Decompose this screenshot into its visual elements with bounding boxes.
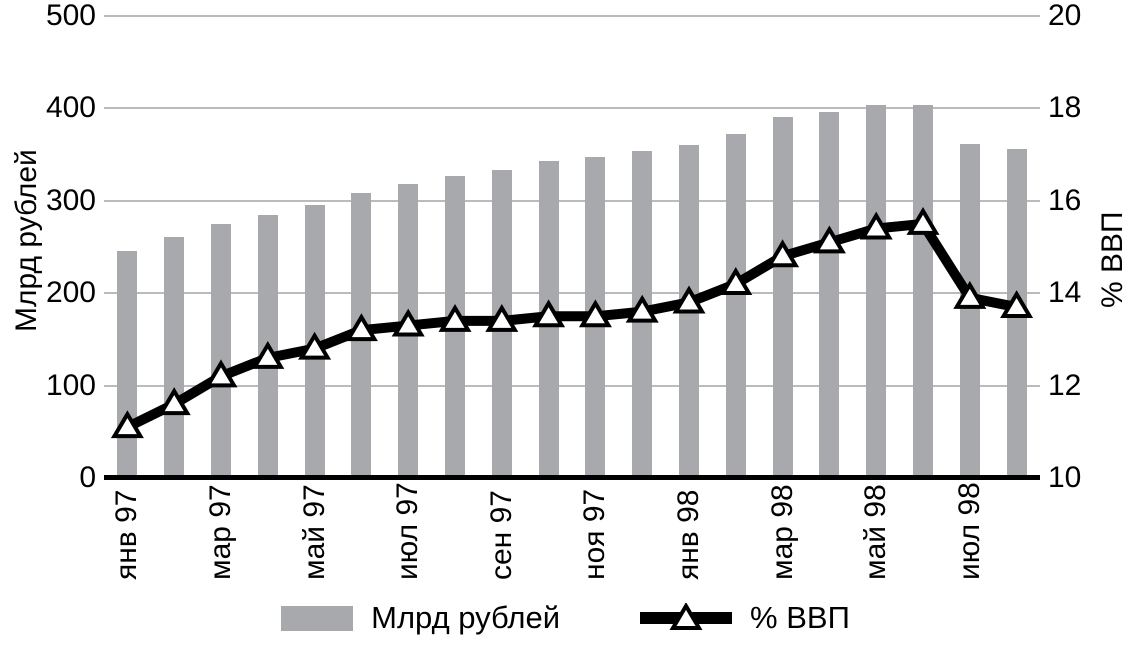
gdp-line bbox=[125, 218, 1018, 432]
right-axis-tick: 10 bbox=[1048, 461, 1082, 494]
triangle-marker bbox=[812, 225, 846, 254]
bar bbox=[725, 134, 746, 478]
triangle-marker bbox=[953, 280, 987, 309]
gridline bbox=[104, 107, 1040, 110]
bar-swatch-icon bbox=[281, 605, 354, 631]
left-axis-tick: 400 bbox=[45, 91, 96, 125]
bar bbox=[866, 104, 887, 478]
triangle-marker bbox=[766, 239, 800, 268]
triangle-marker bbox=[204, 359, 238, 388]
left-axis-tick: 500 bbox=[45, 0, 96, 32]
legend: Млрд рублей % ВВП bbox=[0, 600, 1131, 636]
triangle-marker bbox=[391, 308, 425, 337]
triangle-marker bbox=[298, 331, 332, 360]
legend-item-bars: Млрд рублей bbox=[281, 600, 560, 636]
bar bbox=[211, 223, 231, 478]
right-axis-tick: 12 bbox=[1048, 368, 1082, 402]
right-axis-tick: 16 bbox=[1048, 183, 1082, 217]
triangle-marker bbox=[485, 303, 519, 332]
left-axis-tick: 300 bbox=[45, 183, 96, 217]
triangle-marker bbox=[625, 294, 659, 323]
left-axis-tick: 0 bbox=[79, 461, 96, 494]
bar bbox=[819, 112, 840, 478]
triangle-marker bbox=[532, 299, 566, 328]
bar bbox=[959, 143, 980, 478]
legend-label: % ВВП bbox=[750, 600, 850, 635]
triangle-marker bbox=[251, 340, 285, 369]
bar bbox=[772, 116, 793, 478]
gridline bbox=[104, 384, 1040, 387]
line-triangle-swatch-icon bbox=[640, 603, 733, 630]
right-axis-tick: 20 bbox=[1048, 0, 1082, 32]
gridline bbox=[104, 199, 1040, 202]
triangle-marker bbox=[1000, 290, 1034, 319]
triangle-marker bbox=[672, 285, 706, 314]
bar bbox=[164, 236, 185, 478]
legend-label: Млрд рублей bbox=[371, 600, 561, 635]
gridline bbox=[104, 15, 1040, 17]
triangle-marker bbox=[859, 211, 893, 240]
legend-item-line: % ВВП bbox=[640, 600, 850, 636]
triangle-marker bbox=[906, 206, 940, 235]
triangle-marker bbox=[438, 303, 472, 332]
left-axis-tick: 200 bbox=[45, 276, 96, 310]
triangle-marker bbox=[344, 313, 378, 342]
right-axis-tick: 18 bbox=[1048, 91, 1082, 125]
x-axis-line bbox=[104, 475, 1040, 480]
triangle-marker bbox=[157, 387, 191, 416]
triangle-marker bbox=[719, 267, 753, 295]
right-axis-tick: 14 bbox=[1048, 276, 1082, 310]
triangle-marker bbox=[578, 299, 612, 328]
bar bbox=[913, 104, 933, 478]
triangle-marker bbox=[110, 410, 144, 439]
left-axis-tick: 100 bbox=[45, 368, 96, 402]
gridline bbox=[104, 292, 1040, 295]
